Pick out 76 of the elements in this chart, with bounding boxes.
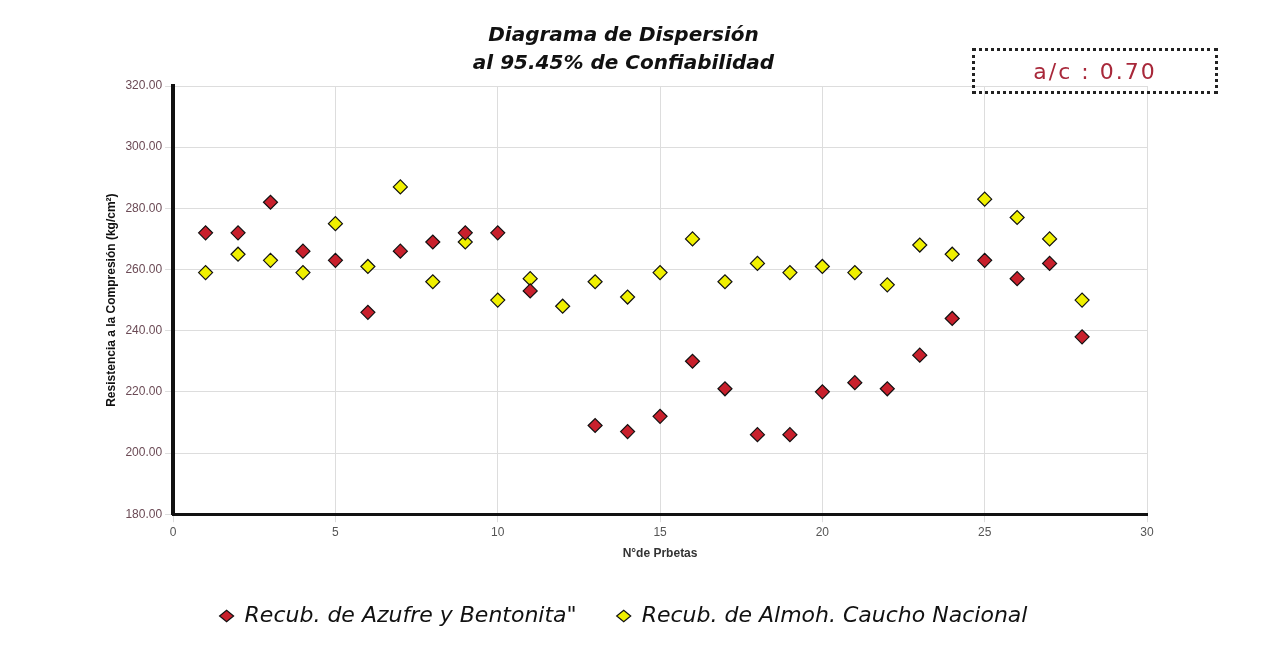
point [749, 255, 766, 271]
point [425, 274, 441, 290]
x-tick-label: 10 [491, 524, 505, 539]
y-tick-label: 320.00 [125, 78, 163, 93]
chart-subtitle: al 95.45% de Confiabilidad [472, 50, 775, 75]
x-tick-label: 15 [653, 524, 668, 539]
point [1009, 271, 1025, 287]
point [392, 243, 408, 259]
point [197, 264, 214, 281]
point [262, 194, 279, 210]
y-tick-label: 240.00 [125, 323, 163, 337]
point [490, 292, 506, 308]
point [944, 246, 960, 262]
point [944, 310, 960, 327]
point [814, 384, 830, 400]
y-tick-label: 300.00 [125, 139, 163, 154]
point [457, 225, 473, 241]
point [814, 258, 830, 275]
point [847, 264, 863, 281]
y-tick-label: 280.00 [125, 200, 163, 215]
x-tick-label: 25 [978, 524, 992, 539]
point [847, 375, 863, 391]
point [977, 191, 993, 207]
point [619, 289, 636, 305]
point [1042, 255, 1058, 271]
y-tick-label: 220.00 [125, 384, 163, 399]
point [717, 381, 733, 397]
point [684, 231, 701, 247]
point [295, 264, 311, 281]
point [197, 225, 214, 241]
x-tick-label: 20 [815, 524, 830, 539]
point [587, 274, 603, 290]
y-axis-title: Resistencia a la Compresión (kg/cm²) [103, 193, 118, 407]
x-tick-label: 30 [1140, 524, 1154, 539]
x-axis-title: N°de Prbetas [622, 546, 698, 561]
x-tick-label: 0 [169, 524, 177, 539]
point [782, 427, 798, 443]
point [879, 277, 895, 293]
point [782, 264, 798, 281]
text: a/c : 0.70 [972, 48, 1218, 94]
point [1074, 329, 1090, 345]
point [717, 274, 733, 290]
chart-title: Diagrama de Dispersión [488, 22, 759, 47]
point [619, 424, 636, 440]
point [490, 225, 506, 241]
point [879, 381, 895, 397]
point [1074, 292, 1090, 308]
point [652, 408, 668, 424]
y-tick-label: 200.00 [125, 445, 163, 460]
point [1042, 231, 1058, 247]
point [587, 417, 603, 434]
point [652, 264, 668, 281]
point [977, 252, 993, 268]
point [262, 252, 279, 268]
point [522, 283, 538, 299]
point [912, 347, 928, 363]
point [327, 252, 344, 268]
point [555, 298, 571, 314]
point [1009, 209, 1025, 226]
point [327, 216, 344, 232]
y-tick-label: 260.00 [125, 261, 163, 276]
legend-label: Recub. de Almoh. Caucho Nacional [641, 601, 1028, 627]
point [522, 271, 538, 287]
point [230, 246, 246, 262]
point [230, 225, 246, 241]
point [912, 237, 928, 253]
point [749, 427, 766, 443]
point [295, 243, 311, 259]
point [360, 258, 376, 275]
y-tick-label: 180.00 [125, 506, 163, 521]
point [360, 304, 376, 320]
point [392, 179, 408, 195]
legend-label: Recub. de Azufre y Bentonita" [244, 601, 577, 627]
point [684, 353, 701, 369]
point [425, 234, 441, 250]
x-tick-label: 5 [332, 524, 340, 539]
